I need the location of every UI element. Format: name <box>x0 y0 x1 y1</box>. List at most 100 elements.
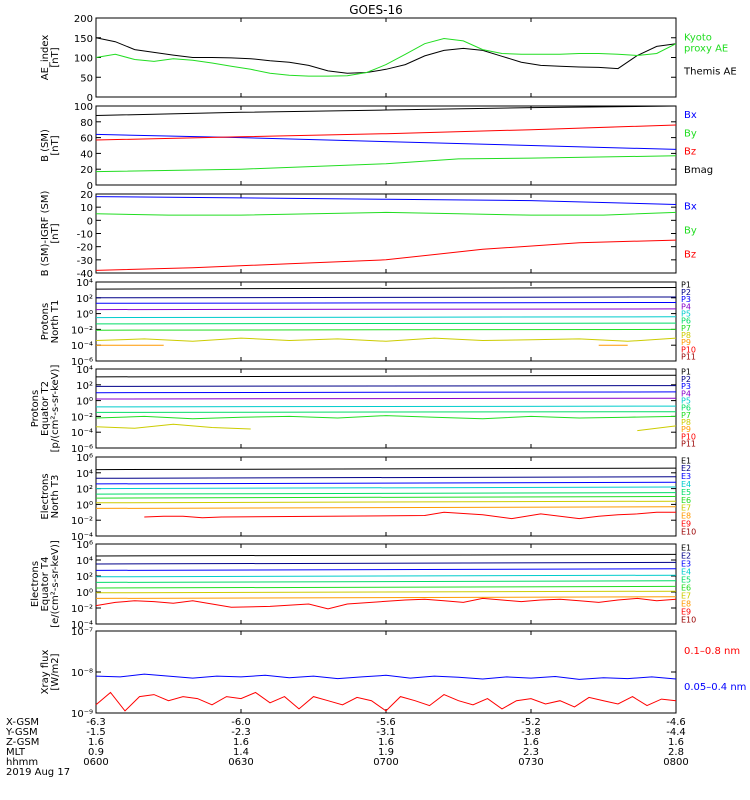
series-line <box>95 673 677 680</box>
panel-frame <box>95 281 677 362</box>
legend-label: P9 <box>681 338 691 347</box>
series-line <box>95 561 677 565</box>
ephemeris-row-label: X-GSM <box>6 717 39 728</box>
series-line <box>95 415 677 420</box>
ephemeris-value: 1.4 <box>233 747 249 758</box>
legend-label: 0.05–0.4 nm <box>684 682 746 693</box>
legend-label: P4 <box>681 302 691 311</box>
y-tick-label: 0 <box>87 216 93 227</box>
ephemeris-row-label: hhmm <box>6 757 38 768</box>
series-line <box>95 211 677 216</box>
series-line <box>95 405 677 408</box>
series-line <box>95 496 677 499</box>
ephemeris-value: -4.4 <box>666 727 686 738</box>
y-tick-label: 150 <box>74 34 93 45</box>
y-tick-label: 0 <box>87 93 93 104</box>
y-tick-label: 10⁻⁶ <box>71 444 93 455</box>
y-tick-label: 80 <box>80 118 93 129</box>
ephemeris-value: 1.6 <box>233 737 249 748</box>
series-line <box>95 506 677 509</box>
y-tick-label: 10⁻² <box>71 604 93 615</box>
y-axis-label: [W/m2] <box>50 653 61 690</box>
series-line <box>95 597 677 610</box>
y-tick-label: 10² <box>76 381 93 392</box>
ephemeris-value: 0800 <box>663 757 688 768</box>
series-line <box>95 287 677 290</box>
y-tick-label: 10² <box>76 294 93 305</box>
y-tick-label: 200 <box>74 14 93 25</box>
series-line <box>95 37 677 74</box>
y-tick-label: -10 <box>77 230 93 241</box>
y-tick-label: 10⁴ <box>76 469 93 480</box>
ephemeris-value: -5.2 <box>521 717 541 728</box>
ephemeris-value: 0730 <box>518 757 543 768</box>
legend-label: E7 <box>681 504 691 513</box>
series-line <box>95 196 677 205</box>
y-tick-label: 10⁻² <box>71 516 93 527</box>
y-axis-label: B (SM) <box>40 129 51 162</box>
ephemeris-value: 0600 <box>83 757 108 768</box>
y-axis-label: Electrons <box>40 473 51 519</box>
y-tick-label: 10⁴ <box>76 365 93 376</box>
y-axis-label: Protons <box>30 390 41 427</box>
y-tick-label: 100 <box>74 54 93 65</box>
y-tick-label: 0 <box>87 181 93 192</box>
y-tick-label: 10⁻⁴ <box>71 620 93 631</box>
legend-label: P11 <box>681 353 696 362</box>
series-line <box>95 411 677 413</box>
ephemeris-row-label: Y-GSM <box>5 727 38 738</box>
ephemeris-value: -1.5 <box>86 727 106 738</box>
y-tick-label: 10 <box>80 203 93 214</box>
y-tick-label: 10⁻⁶ <box>71 357 93 368</box>
legend-label: Bz <box>684 249 696 260</box>
legend-label: E2 <box>681 464 691 473</box>
legend-label: 0.1–0.8 nm <box>684 646 740 657</box>
y-tick-label: 10⁻⁷ <box>71 627 93 638</box>
y-axis-label: Protons <box>40 303 51 340</box>
ephemeris-value: 2.8 <box>668 747 684 758</box>
ephemeris-value: 2.3 <box>523 747 539 758</box>
series-line <box>95 133 677 150</box>
date-label: 2019 Aug 17 <box>6 767 70 778</box>
y-axis-label: North T3 <box>50 475 61 519</box>
series-line <box>95 500 677 504</box>
legend-label: E3 <box>681 472 691 481</box>
legend-label: By <box>684 226 697 237</box>
legend-label: P5 <box>681 396 691 405</box>
y-tick-label: 60 <box>80 134 93 145</box>
series-line <box>95 476 677 479</box>
ephemeris-value: 1.6 <box>88 737 104 748</box>
y-tick-label: 10⁻⁴ <box>71 532 93 543</box>
series-line <box>95 596 677 599</box>
series-line <box>95 568 677 571</box>
y-tick-label: 10⁰ <box>76 500 93 511</box>
legend-label: E5 <box>681 488 691 497</box>
panel-frame <box>95 630 677 714</box>
legend-label: E9 <box>681 607 691 616</box>
series-line <box>95 590 677 594</box>
legend-label: P5 <box>681 309 691 318</box>
y-tick-label: 10⁻⁹ <box>71 709 93 720</box>
y-tick-label: 20 <box>80 190 93 201</box>
series-line <box>95 124 677 141</box>
y-axis-label: B (SM)-IGRF (SM) <box>40 191 51 277</box>
y-tick-label: -30 <box>77 256 93 267</box>
series-line <box>95 385 677 387</box>
legend-label: P8 <box>681 331 691 340</box>
y-tick-label: 10⁴ <box>76 278 93 289</box>
legend-label: E10 <box>681 615 696 624</box>
series-line <box>95 397 677 400</box>
y-axis-label: [nT] <box>50 223 61 243</box>
ephemeris-row-label: MLT <box>6 747 26 758</box>
series-line <box>95 423 677 432</box>
ephemeris-row-label: Z-GSM <box>6 737 39 748</box>
y-tick-label: 10⁰ <box>76 588 93 599</box>
legend-label: E1 <box>681 456 691 465</box>
series-line <box>95 296 677 299</box>
series-line <box>95 302 677 304</box>
ephemeris-value: 1.6 <box>378 737 394 748</box>
legend-label: E5 <box>681 575 691 584</box>
ephemeris-value: -6.3 <box>86 717 106 728</box>
series-line <box>95 105 677 116</box>
legend-label: P4 <box>681 389 691 398</box>
